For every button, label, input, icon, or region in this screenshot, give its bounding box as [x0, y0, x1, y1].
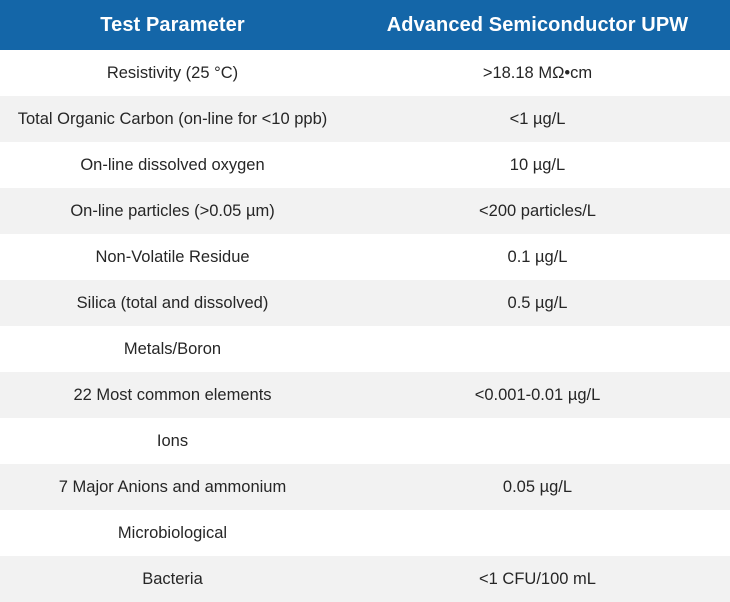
table-row: Non-Volatile Residue 0.1 µg/L — [0, 234, 730, 280]
value-cell: <1 µg/L — [345, 96, 730, 142]
value-cell: 0.05 µg/L — [345, 464, 730, 510]
table-row: Metals/Boron — [0, 326, 730, 372]
table-row: On-line dissolved oxygen 10 µg/L — [0, 142, 730, 188]
table-row: Total Organic Carbon (on-line for <10 pp… — [0, 96, 730, 142]
parameter-cell: 22 Most common elements — [0, 372, 345, 418]
table-header: Test Parameter Advanced Semiconductor UP… — [0, 0, 730, 50]
parameter-cell: Non-Volatile Residue — [0, 234, 345, 280]
value-cell: >18.18 MΩ•cm — [345, 50, 730, 96]
parameter-cell: Bacteria — [0, 556, 345, 602]
parameter-cell: Metals/Boron — [0, 326, 345, 372]
table-row: 22 Most common elements <0.001-0.01 µg/L — [0, 372, 730, 418]
table-row: Silica (total and dissolved) 0.5 µg/L — [0, 280, 730, 326]
table-row: 7 Major Anions and ammonium 0.05 µg/L — [0, 464, 730, 510]
parameter-cell: 7 Major Anions and ammonium — [0, 464, 345, 510]
parameter-cell: Microbiological — [0, 510, 345, 556]
value-cell: <0.001-0.01 µg/L — [345, 372, 730, 418]
value-cell — [345, 326, 730, 372]
parameter-cell: On-line dissolved oxygen — [0, 142, 345, 188]
parameter-cell: Silica (total and dissolved) — [0, 280, 345, 326]
table-row: Resistivity (25 °C) >18.18 MΩ•cm — [0, 50, 730, 96]
table-row: Microbiological — [0, 510, 730, 556]
table-row: Bacteria <1 CFU/100 mL — [0, 556, 730, 602]
parameter-cell: Ions — [0, 418, 345, 464]
value-cell — [345, 418, 730, 464]
header-advanced-semiconductor-upw: Advanced Semiconductor UPW — [345, 0, 730, 50]
parameter-cell: Resistivity (25 °C) — [0, 50, 345, 96]
value-cell: 0.1 µg/L — [345, 234, 730, 280]
table-row: Ions — [0, 418, 730, 464]
value-cell: <200 particles/L — [345, 188, 730, 234]
header-test-parameter: Test Parameter — [0, 0, 345, 50]
header-row: Test Parameter Advanced Semiconductor UP… — [0, 0, 730, 50]
parameter-cell: On-line particles (>0.05 µm) — [0, 188, 345, 234]
value-cell: 0.5 µg/L — [345, 280, 730, 326]
value-cell: 10 µg/L — [345, 142, 730, 188]
parameter-cell: Total Organic Carbon (on-line for <10 pp… — [0, 96, 345, 142]
table-row: On-line particles (>0.05 µm) <200 partic… — [0, 188, 730, 234]
table-body: Resistivity (25 °C) >18.18 MΩ•cm Total O… — [0, 50, 730, 602]
value-cell: <1 CFU/100 mL — [345, 556, 730, 602]
value-cell — [345, 510, 730, 556]
